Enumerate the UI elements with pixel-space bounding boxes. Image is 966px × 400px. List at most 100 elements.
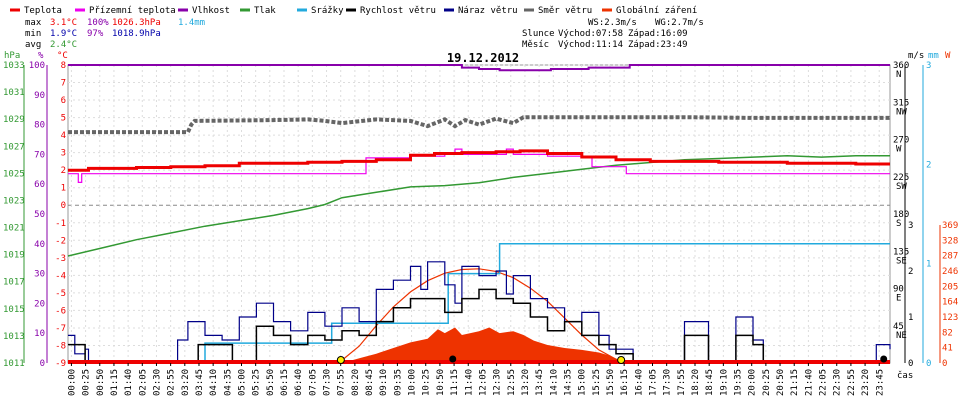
x-tick-label: 03:45 <box>195 369 205 396</box>
temp-tick-label: -4 <box>55 271 66 281</box>
x-tick-label: 15:50 <box>606 369 616 396</box>
stats-avg-temp: 2.4°C <box>50 40 77 50</box>
x-tick-label: 18:45 <box>705 369 715 396</box>
ms-tick-label: 3 <box>908 221 913 231</box>
hpa-tick-label: 1011 <box>3 359 25 369</box>
astro-info: WS:2.3m/s WG:2.7m/s Slunce Východ:07:58 … <box>522 18 704 50</box>
x-tick-label: 11:40 <box>464 369 474 396</box>
w-tick-label: 164 <box>942 298 958 308</box>
dir-sub-label: SE <box>896 256 907 266</box>
temp-tick-label: -1 <box>55 219 66 229</box>
temp-tick-label: 6 <box>61 96 66 106</box>
x-tick-label: 17:05 <box>648 369 658 396</box>
temp-tick-label: -6 <box>55 306 66 316</box>
x-tick-label: 00:50 <box>96 369 106 396</box>
x-tick-label: 12:30 <box>493 369 503 396</box>
x-tick-label: 15:25 <box>592 369 602 396</box>
moonrise-marker <box>449 355 457 363</box>
hpa-tick-label: 1017 <box>3 278 25 288</box>
legend-entry: Rychlost větru <box>360 6 436 16</box>
pct-tick-label: 100 <box>29 61 45 71</box>
moon-label: Měsíc <box>522 40 549 50</box>
pct-tick-label: 80 <box>34 121 45 131</box>
x-tick-label: 08:45 <box>365 369 375 396</box>
temp-axis-label: °C <box>57 51 68 61</box>
mm-tick-label: 2 <box>926 160 931 170</box>
temp-tick-label: 5 <box>61 114 66 124</box>
x-tick-label: 02:05 <box>138 369 148 396</box>
temp-tick-label: -8 <box>55 341 66 351</box>
hpa-tick-label: 1025 <box>3 169 25 179</box>
mm-axis-label: mm <box>928 51 939 61</box>
sun-label: Slunce <box>522 29 555 39</box>
series-pressure <box>67 155 890 257</box>
sunrise-marker <box>336 356 345 364</box>
x-tick-label: 00:25 <box>82 369 92 396</box>
series-temperature <box>68 149 890 172</box>
legend: Teplota Přízemní teplota Vlhkost Tlak Srážky… <box>10 6 697 16</box>
legend-entry: Přízemní teplota <box>89 6 176 16</box>
x-tick-label: 22:05 <box>819 369 829 396</box>
stats-avg-label: avg <box>25 40 41 50</box>
x-tick-label: 23:45 <box>875 369 885 396</box>
stats-max-humidity: 100% <box>87 18 109 28</box>
x-tick-label: 21:15 <box>790 369 800 396</box>
x-axis-label: čas <box>897 370 913 381</box>
plot-area <box>67 64 891 364</box>
x-tick-label: 19:35 <box>734 369 744 396</box>
x-tick-label: 07:05 <box>308 369 318 396</box>
dir-tick-label: 135 <box>893 247 909 257</box>
dir-sub-label: N <box>896 70 901 80</box>
stats-min-label: min <box>25 29 41 39</box>
x-tick-label: 03:20 <box>181 369 191 396</box>
x-tick-label: 02:55 <box>167 369 177 396</box>
series-ground-temperature <box>68 148 890 183</box>
w-tick-label: 123 <box>942 313 958 323</box>
stats-min-temp: 1.9°C <box>50 29 77 39</box>
temp-tick-label: -3 <box>55 254 66 264</box>
series-clear-sky-radiation <box>68 268 890 364</box>
x-tick-label: 04:35 <box>223 369 233 396</box>
temp-tick-label: -7 <box>55 324 66 334</box>
series-wind-speed <box>68 288 890 364</box>
hpa-axis-label: hPa <box>4 51 20 61</box>
hpa-tick-label: 1013 <box>3 332 25 342</box>
x-axis: 00:00 00:25 00:50 01:15 01:40 02:05 02:30 02:55… <box>67 363 885 396</box>
x-tick-label: 02:30 <box>152 369 162 396</box>
pct-tick-label: 30 <box>34 270 45 280</box>
temp-tick-label: 3 <box>61 149 66 159</box>
series-wind-direction <box>68 115 890 135</box>
x-tick-label: 17:55 <box>677 369 687 396</box>
dir-tick-label: 90 <box>893 285 904 295</box>
legend-entry: Globální záření <box>616 6 697 16</box>
sunset-marker <box>617 356 626 364</box>
left-axes: hPa% °C1033103110291027102510231021101910… <box>3 51 68 369</box>
legend-entry: Tlak <box>254 6 276 16</box>
series-global-radiation <box>68 327 890 363</box>
chart-title: 19.12.2012 <box>447 51 519 65</box>
stats-min-humidity: 97% <box>87 29 104 39</box>
dir-sub-label: NW <box>896 107 907 117</box>
w-tick-label: 205 <box>942 282 958 292</box>
legend-entry: Srážky <box>311 6 344 16</box>
temp-tick-label: 7 <box>61 79 66 89</box>
hpa-tick-label: 1015 <box>3 305 25 315</box>
dir-tick-label: 360 <box>893 61 909 71</box>
x-tick-label: 01:15 <box>110 369 120 396</box>
pct-tick-label: 20 <box>34 299 45 309</box>
dir-sub-label: SW <box>896 182 907 192</box>
temp-tick-label: -9 <box>55 359 66 369</box>
mm-tick-label: 1 <box>926 260 931 270</box>
ms-axis-label: m/s <box>908 51 924 61</box>
moonset-time: Západ:23:49 <box>628 40 688 50</box>
x-tick-label: 13:45 <box>535 369 545 396</box>
hpa-tick-label: 1027 <box>3 142 25 152</box>
temp-tick-label: 4 <box>61 131 66 141</box>
temp-tick-label: -5 <box>55 289 66 299</box>
w-tick-label: 246 <box>942 267 958 277</box>
x-tick-label: 05:25 <box>252 369 262 396</box>
hpa-tick-label: 1033 <box>3 61 25 71</box>
dir-sub-label: NE <box>896 331 907 341</box>
x-tick-label: 23:20 <box>861 369 871 396</box>
x-tick-label: 22:55 <box>847 369 857 396</box>
